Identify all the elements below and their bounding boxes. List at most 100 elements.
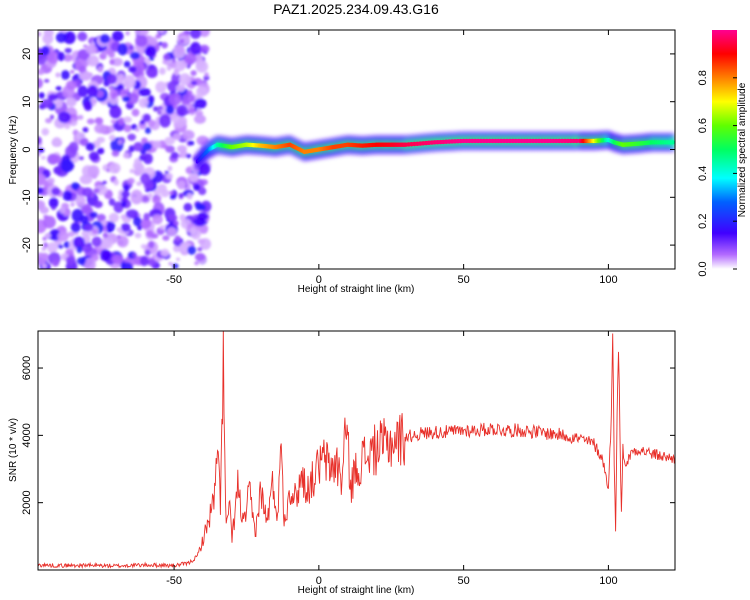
noise-blob [116, 73, 125, 82]
noise-blob [108, 212, 120, 223]
noise-blob [89, 211, 98, 219]
noise-blob [41, 247, 47, 251]
spectrogram-panel: -50 0 50 100 -20 -10 0 10 20 Height of straight… [8, 29, 676, 295]
noise-blob [197, 247, 203, 252]
noise-blob [178, 193, 184, 198]
noise-blob [147, 68, 158, 78]
noise-blob [85, 142, 96, 151]
noise-blob [73, 236, 85, 249]
noise-blob [177, 180, 186, 190]
noise-blob [38, 173, 46, 186]
noise-blob [134, 232, 142, 239]
noise-blob [144, 127, 152, 134]
snr-x-tick-label: 0 [316, 575, 322, 587]
noise-blob [63, 241, 71, 249]
noise-blob [187, 245, 197, 255]
noise-blob [64, 123, 71, 130]
noise-blob [196, 135, 209, 146]
noise-blob [41, 45, 50, 56]
noise-blob [62, 190, 73, 202]
noise-blob [147, 119, 156, 128]
snr-y-tick-label: 2000 [21, 490, 33, 514]
noise-blob [178, 116, 188, 127]
noise-blob [93, 200, 103, 209]
noise-blob [127, 177, 135, 185]
noise-blob [41, 127, 50, 136]
noise-blob [77, 85, 89, 98]
noise-blob [175, 44, 185, 54]
noise-blob [157, 184, 167, 192]
ridge-core [195, 137, 675, 164]
noise-blob [77, 31, 88, 42]
noise-blob [121, 200, 127, 208]
noise-blob [135, 163, 145, 175]
colorbar-tick-label: 0.6 [697, 118, 709, 133]
ridge-peak [574, 138, 580, 144]
noise-blob [59, 206, 66, 214]
noise-blob [198, 204, 206, 211]
noise-blob [148, 240, 155, 249]
noise-blob [38, 152, 41, 157]
colorbar-tick-label: 0.8 [697, 70, 709, 85]
noise-blob [162, 235, 170, 241]
noise-blob [83, 101, 93, 112]
noise-blob [190, 70, 197, 77]
noise-blob [80, 71, 92, 81]
noise-blob [87, 55, 100, 67]
noise-blob [81, 187, 93, 197]
noise-blob [91, 236, 102, 247]
noise-blob [168, 191, 174, 195]
noise-blob [172, 263, 179, 269]
noise-blob [139, 218, 152, 229]
noise-blob [166, 65, 172, 71]
noise-blob [121, 262, 134, 269]
snr-frame [37, 330, 676, 571]
spectrogram-x-ticks: -50 0 50 100 [166, 30, 618, 286]
noise-blob [93, 188, 100, 194]
noise-blob [42, 236, 47, 241]
noise-blob [65, 97, 77, 107]
colorbar-tick-label: 0.4 [697, 166, 709, 181]
noise-blob [176, 257, 181, 262]
noise-blob [147, 258, 157, 267]
noise-blob [112, 92, 117, 96]
noise-blob [128, 145, 135, 153]
noise-blob [116, 235, 122, 239]
noise-blob [163, 53, 171, 61]
noise-blob [127, 133, 136, 141]
noise-blob [194, 253, 206, 261]
noise-blob [48, 197, 59, 209]
noise-blob [70, 182, 80, 190]
noise-blob [43, 242, 48, 248]
noise-blob [193, 114, 206, 124]
noise-blob [147, 192, 153, 199]
spectrogram-x-tick-label: 0 [316, 274, 322, 286]
noise-blob [110, 119, 117, 124]
noise-blob [82, 127, 89, 133]
snr-y-ticks: 2000 4000 6000 [21, 356, 675, 515]
noise-blob [139, 119, 145, 125]
noise-blob [137, 225, 143, 231]
noise-blob [165, 172, 173, 180]
noise-blob [70, 222, 81, 233]
spectral-ridge [195, 130, 675, 171]
noise-blob [158, 30, 166, 34]
noise-blob [146, 230, 154, 238]
noise-blob [190, 80, 198, 86]
noise-blob [108, 50, 115, 59]
noise-blob [76, 246, 83, 254]
noise-blob [51, 206, 56, 211]
noise-blob [157, 110, 162, 115]
noise-blob [70, 69, 75, 74]
spectrogram-x-tick-label: 100 [599, 274, 617, 286]
noise-blob [129, 51, 141, 60]
noise-blob [159, 114, 171, 128]
noise-blob [55, 86, 62, 91]
noise-blob [164, 136, 176, 145]
snr-x-tick-label: 100 [599, 575, 617, 587]
noise-blob [102, 180, 107, 185]
noise-blob [57, 231, 69, 242]
noise-blob [149, 36, 158, 46]
noise-blob [164, 170, 169, 174]
snr-y-tick-label: 4000 [21, 423, 33, 447]
